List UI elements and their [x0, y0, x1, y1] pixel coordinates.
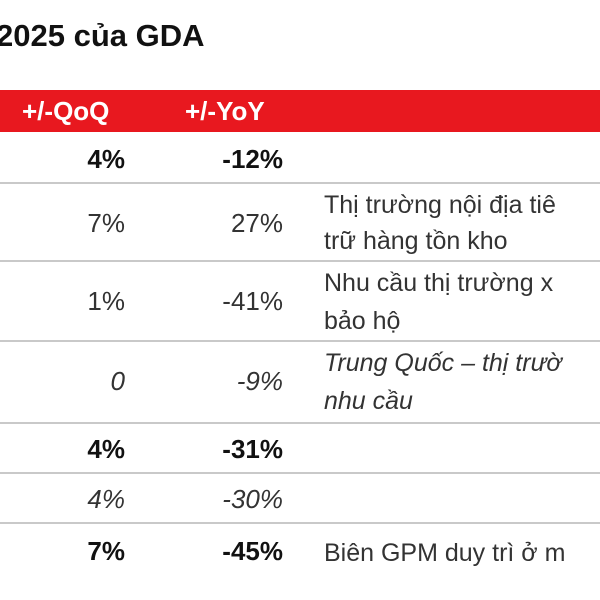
- note-line-2: trữ hàng tồn kho: [324, 227, 508, 255]
- table-row: 4% -12%: [0, 132, 600, 184]
- note-line-1: Biên GPM duy trì ở m: [324, 539, 566, 567]
- qoq-value: 4%: [87, 434, 125, 464]
- qoq-value: 0: [110, 366, 125, 396]
- qoq-value: 4%: [87, 144, 125, 174]
- table-header: +/-QoQ +/-YoY: [0, 90, 600, 132]
- table-row: 1% -41% Nhu cầu thị trường x bảo hộ: [0, 260, 600, 342]
- yoy-value: 27%: [230, 208, 283, 238]
- qoq-value: 7%: [87, 208, 125, 238]
- yoy-value: -9%: [236, 366, 283, 396]
- note-line-1: Thị trường nội địa tiê: [324, 191, 556, 219]
- table-row: 0 -9% Trung Quốc – thị trườ nhu cầu: [0, 340, 600, 424]
- yoy-value: -31%: [222, 434, 283, 464]
- qoq-value: 4%: [87, 484, 125, 514]
- note-line-2: nhu cầu: [324, 387, 413, 415]
- yoy-value: -30%: [222, 484, 283, 514]
- yoy-value: -12%: [222, 144, 283, 174]
- note-line-2: bảo hộ: [324, 307, 401, 335]
- table-row: 4% -30%: [0, 472, 600, 524]
- table-row: 7% -45% Biên GPM duy trì ở m: [0, 522, 600, 590]
- note-line-1: Trung Quốc – thị trườ: [324, 349, 562, 377]
- yoy-value: -41%: [222, 286, 283, 316]
- header-qoq: +/-QoQ: [22, 96, 110, 126]
- header-yoy: +/-YoY: [185, 96, 265, 126]
- table-title: 2025 của GDA: [0, 18, 205, 53]
- note-line-1: Nhu cầu thị trường x: [324, 269, 554, 297]
- qoq-value: 7%: [87, 536, 125, 566]
- qoq-value: 1%: [87, 286, 125, 316]
- table-row: 4% -31%: [0, 422, 600, 474]
- table-row: 7% 27% Thị trường nội địa tiê trữ hàng t…: [0, 182, 600, 262]
- yoy-value: -45%: [222, 536, 283, 566]
